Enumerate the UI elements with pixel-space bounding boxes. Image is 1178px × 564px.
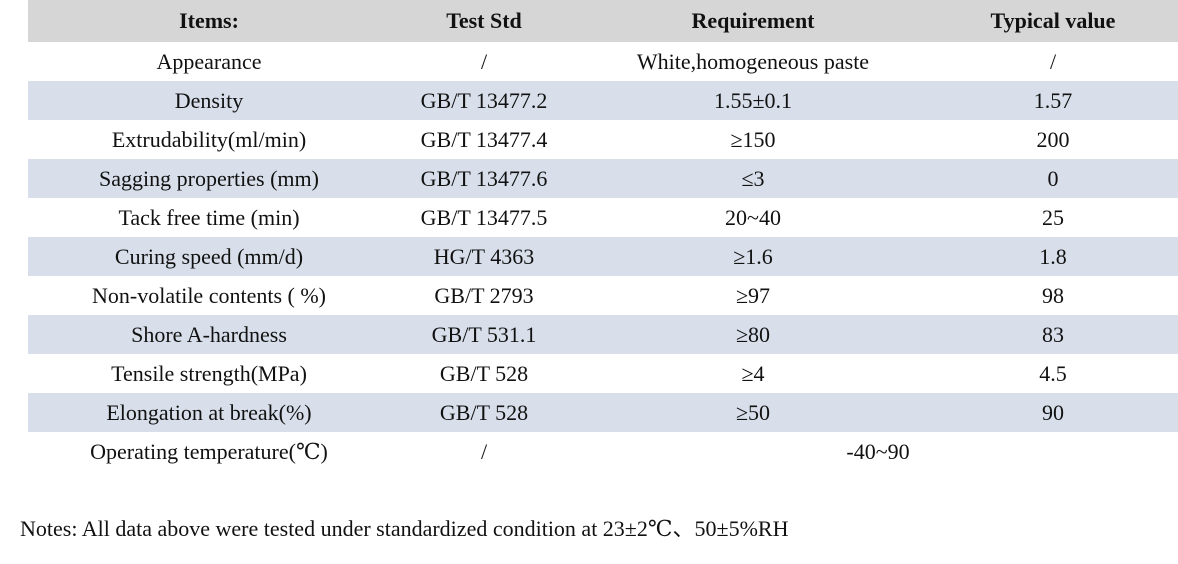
column-header-typical-value: Typical value	[990, 8, 1116, 33]
cell-requirement: White,homogeneous paste	[636, 48, 870, 74]
cell-test-std: /	[480, 48, 488, 74]
cell-test-std: GB/T 531.1	[431, 321, 537, 347]
cell-item: Elongation at break(%)	[106, 399, 312, 425]
cell-item: Non-volatile contents ( %)	[92, 282, 326, 308]
cell-test-std: HG/T 4363	[433, 243, 535, 269]
cell-typical-value: 0	[1047, 165, 1059, 191]
cell-test-std: GB/T 13477.6	[420, 165, 548, 191]
cell-item: Sagging properties (mm)	[99, 165, 319, 191]
cell-requirement: ≥97	[735, 282, 771, 308]
cell-typical-value: 200	[1036, 126, 1070, 152]
cell-typical-value: 90	[1042, 399, 1064, 425]
cell-requirement-merged: -40~90	[846, 438, 910, 464]
table-row-curing-speed: Curing speed (mm/d) HG/T 4363 ≥1.6 1.8	[28, 237, 1178, 276]
cell-item: Operating temperature(℃)	[90, 438, 328, 464]
cell-test-std: GB/T 13477.2	[420, 87, 548, 113]
table-row-tensile-strength: Tensile strength(MPa) GB/T 528 ≥4 4.5	[28, 354, 1178, 393]
table-row-operating-temperature: Operating temperature(℃) / -40~90	[28, 432, 1178, 471]
table-row-density: Density GB/T 13477.2 1.55±0.1 1.57	[28, 81, 1178, 120]
table-row-elongation-at-break: Elongation at break(%) GB/T 528 ≥50 90	[28, 393, 1178, 432]
cell-item: Tensile strength(MPa)	[111, 360, 307, 386]
cell-item: Density	[174, 87, 244, 113]
cell-typical-value: 83	[1042, 321, 1064, 347]
cell-typical-value: /	[1049, 48, 1057, 74]
cell-requirement: ≥50	[735, 399, 771, 425]
cell-item: Curing speed (mm/d)	[114, 243, 304, 269]
cell-requirement: ≥4	[741, 360, 765, 386]
cell-typical-value: 4.5	[1039, 360, 1067, 386]
table-row-shore-a-hardness: Shore A-hardness GB/T 531.1 ≥80 83	[28, 315, 1178, 354]
cell-requirement: 20~40	[725, 204, 781, 230]
column-header-test-std: Test Std	[446, 8, 522, 33]
cell-typical-value: 25	[1042, 204, 1064, 230]
cell-test-std: GB/T 13477.5	[420, 204, 548, 230]
cell-test-std: GB/T 528	[439, 360, 529, 386]
table-row-appearance: Appearance / White,homogeneous paste /	[28, 42, 1178, 81]
cell-typical-value: 1.57	[1033, 87, 1073, 113]
cell-requirement: ≥80	[735, 321, 771, 347]
notes-text: Notes: All data above were tested under …	[20, 516, 789, 541]
cell-item: Extrudability(ml/min)	[111, 126, 307, 152]
table-row-non-volatile-contents: Non-volatile contents ( %) GB/T 2793 ≥97…	[28, 276, 1178, 315]
cell-test-std: GB/T 528	[439, 399, 529, 425]
cell-requirement: 1.55±0.1	[713, 87, 793, 113]
cell-item: Shore A-hardness	[131, 321, 287, 347]
table-row-sagging-properties: Sagging properties (mm) GB/T 13477.6 ≤3 …	[28, 159, 1178, 198]
cell-test-std: /	[480, 438, 488, 464]
cell-item: Tack free time (min)	[118, 204, 300, 230]
table-row-tack-free-time: Tack free time (min) GB/T 13477.5 20~40 …	[28, 198, 1178, 237]
cell-requirement: ≥150	[730, 126, 776, 152]
specification-table: Items: Test Std Requirement Typical valu…	[28, 0, 1178, 471]
cell-requirement: ≥1.6	[733, 243, 773, 269]
cell-typical-value: 98	[1042, 282, 1064, 308]
column-header-items: Items:	[179, 8, 239, 33]
table-row-extrudability: Extrudability(ml/min) GB/T 13477.4 ≥150 …	[28, 120, 1178, 159]
cell-test-std: GB/T 13477.4	[420, 126, 548, 152]
cell-requirement: ≤3	[741, 165, 765, 191]
column-header-requirement: Requirement	[691, 8, 815, 33]
cell-typical-value: 1.8	[1039, 243, 1067, 269]
table-header-row: Items: Test Std Requirement Typical valu…	[28, 0, 1178, 42]
cell-item: Appearance	[156, 48, 262, 74]
cell-test-std: GB/T 2793	[434, 282, 534, 308]
